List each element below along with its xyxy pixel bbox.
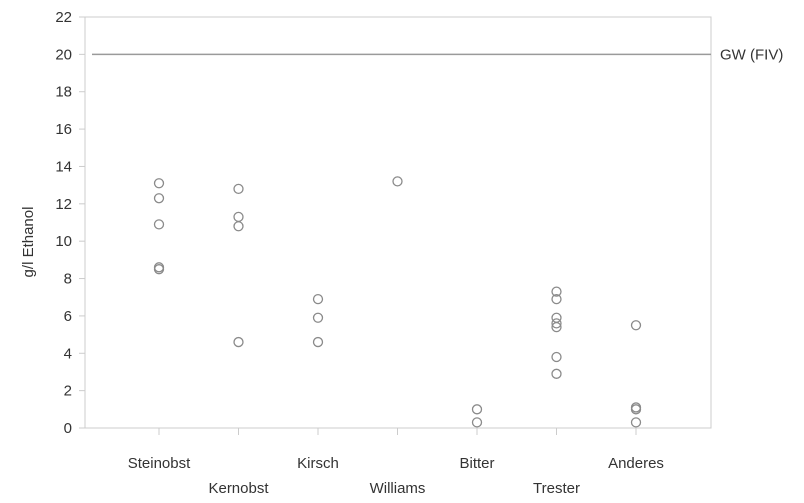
y-tick-label: 14	[55, 158, 72, 175]
data-point	[551, 368, 562, 379]
x-category-label: Bitter	[459, 455, 494, 472]
data-point	[471, 404, 483, 415]
y-tick-label: 2	[64, 383, 72, 400]
data-point	[551, 293, 562, 305]
y-axis-ticks: 0 2 4 6 8 10 12 14 16 18 20 22	[55, 9, 85, 437]
data-point	[630, 320, 642, 331]
data-point	[233, 221, 244, 232]
x-axis-categories: Steinobst Kernobst Kirsch Williams Bitter Tre…	[128, 428, 664, 497]
x-category-label: Steinobst	[128, 455, 191, 472]
data-point	[153, 178, 165, 189]
reference-line-group: GW (FIV)	[92, 46, 783, 63]
data-point	[233, 211, 244, 223]
plot-area-border	[84, 16, 712, 429]
y-tick-label: 12	[55, 196, 72, 213]
data-point	[233, 183, 244, 195]
data-point	[471, 417, 483, 428]
data-point	[551, 286, 562, 297]
data-point	[551, 321, 562, 333]
data-point	[153, 219, 165, 230]
x-category-label: Trester	[533, 480, 580, 497]
data-point	[551, 351, 562, 363]
data-point	[312, 336, 324, 348]
x-category-label: Williams	[370, 480, 426, 497]
y-tick-label: 16	[55, 121, 72, 138]
data-point	[630, 404, 642, 415]
y-tick-label: 0	[64, 420, 72, 437]
y-tick-label: 4	[64, 345, 72, 362]
x-category-label: Kernobst	[208, 480, 269, 497]
data-point	[233, 336, 244, 348]
data-point	[153, 264, 165, 275]
data-point	[153, 193, 165, 204]
y-tick-label: 18	[55, 84, 72, 101]
reference-line-label: GW (FIV)	[720, 46, 783, 63]
x-category-label: Kirsch	[297, 455, 339, 472]
y-tick-label: 8	[64, 271, 72, 288]
data-point	[312, 293, 324, 305]
plot-frame	[84, 16, 712, 429]
data-point	[630, 417, 642, 428]
y-tick-label: 22	[55, 9, 72, 26]
data-point	[312, 312, 324, 323]
data-point	[392, 176, 403, 187]
y-tick-label: 6	[64, 308, 72, 325]
y-tick-label: 10	[55, 233, 72, 250]
y-axis-label: g/l Ethanol	[20, 207, 37, 278]
data-point	[551, 318, 562, 329]
data-points	[153, 176, 642, 428]
y-tick-label: 20	[55, 46, 72, 63]
x-category-label: Anderes	[608, 455, 664, 472]
